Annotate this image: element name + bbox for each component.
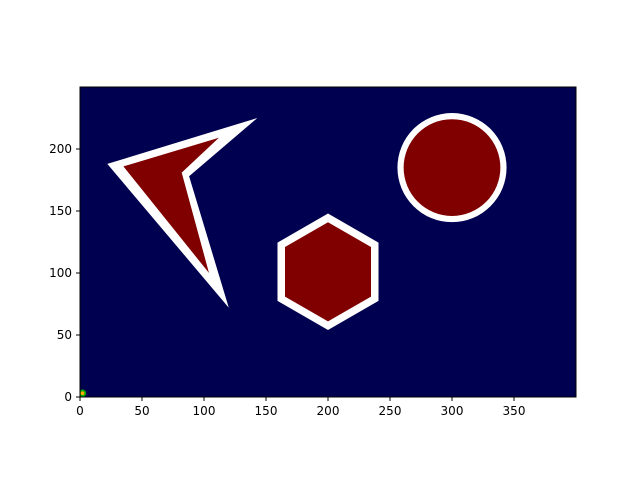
- x-tick-label: 50: [134, 404, 149, 418]
- y-tick-label: 200: [49, 142, 72, 156]
- x-tick-label: 300: [441, 404, 464, 418]
- y-tick-label: 100: [49, 266, 72, 280]
- x-tick-label: 250: [379, 404, 402, 418]
- y-tick-label: 0: [64, 390, 72, 404]
- arrowhead-fill: [123, 137, 219, 273]
- circle-fill: [403, 119, 501, 216]
- origin-marker-inner: [80, 391, 85, 396]
- x-tick-label: 200: [317, 404, 340, 418]
- x-tick-label: 100: [193, 404, 216, 418]
- y-axis: 0 50 100 150 200: [49, 142, 80, 404]
- hexagon-fill: [285, 222, 371, 322]
- x-tick-label: 150: [255, 404, 278, 418]
- y-tick-label: 50: [57, 328, 72, 342]
- y-tick-label: 150: [49, 204, 72, 218]
- x-axis: 0 50 100 150 200 250 300 350: [76, 397, 525, 418]
- x-tick-label: 350: [503, 404, 526, 418]
- shapes-layer: [80, 113, 507, 397]
- x-tick-label: 0: [76, 404, 84, 418]
